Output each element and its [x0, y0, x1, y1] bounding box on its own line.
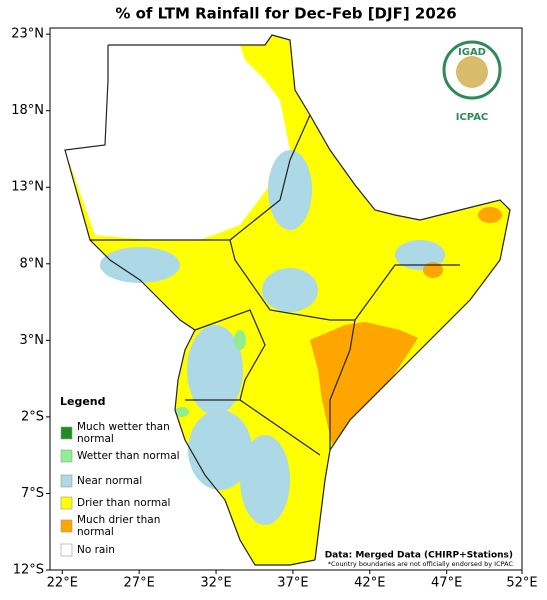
logo-globe	[456, 56, 488, 88]
map-regions	[64, 34, 511, 566]
near-normal-patch	[268, 150, 312, 230]
legend-swatch	[60, 543, 73, 557]
legend-swatch	[60, 426, 73, 440]
country-border	[329, 319, 356, 450]
x-tick-label: 22°E	[47, 576, 78, 591]
legend-swatch	[60, 474, 73, 488]
logo-org: ICPAC	[456, 112, 489, 123]
wetter-patch	[175, 407, 189, 417]
y-tick-label: 12°S	[13, 563, 44, 578]
y-tick-label: 2°S	[21, 409, 44, 424]
legend: Legend Much wetter than normal Wetter than…	[60, 395, 180, 557]
no-rain-region	[65, 45, 290, 240]
x-tick-label: 27°E	[124, 576, 155, 591]
legend-label: Wetter than normal	[77, 450, 180, 462]
y-tick-label: 13°N	[11, 180, 44, 195]
country-border	[90, 239, 460, 321]
y-tick-label: 23°N	[11, 27, 44, 42]
legend-label: Much wetter than normal	[77, 421, 170, 445]
legend-swatch	[60, 449, 73, 463]
country-border	[108, 34, 511, 561]
x-tick-label: 42°E	[354, 576, 385, 591]
much-drier-patch	[423, 262, 443, 278]
axis-ticks: 22°E 27°E 32°E 37°E 42°E 47°E 52°E 23°N 18°N 13°N…	[11, 27, 537, 591]
country-border	[194, 309, 266, 401]
legend-label: Near normal	[77, 475, 142, 487]
y-tick-label: 3°N	[20, 333, 45, 348]
title: % of LTM Rainfall for Dec-Feb [DJF] 2026	[115, 5, 456, 23]
wetter-patch	[234, 330, 246, 350]
disclaimer: *Country boundaries are not officially e…	[328, 560, 514, 568]
logo-name: IGAD	[458, 47, 486, 58]
data-source: Data: Merged Data (CHIRP+Stations)	[325, 551, 513, 561]
country-border	[185, 399, 321, 456]
x-tick-label: 37°E	[277, 576, 308, 591]
y-tick-label: 7°S	[21, 486, 44, 501]
near-normal-patch	[187, 325, 243, 415]
legend-label: Much drier than normal	[77, 514, 160, 538]
legend-label: Drier than normal	[77, 497, 170, 509]
near-normal-patch	[240, 435, 290, 525]
y-tick-label: 18°N	[11, 103, 44, 118]
near-normal-patch	[188, 410, 252, 490]
x-tick-label: 32°E	[200, 576, 231, 591]
country-border	[64, 45, 316, 566]
legend-swatch	[60, 496, 73, 510]
y-tick-label: 8°N	[20, 256, 45, 271]
x-tick-label: 47°E	[431, 576, 462, 591]
near-normal-patch	[100, 247, 180, 283]
x-tick-label: 52°E	[506, 576, 537, 591]
legend-label: No rain	[77, 544, 115, 556]
much-drier-patch	[478, 207, 502, 223]
legend-title: Legend	[60, 395, 106, 408]
country-border	[229, 114, 311, 241]
near-normal-patch	[262, 268, 318, 312]
much-drier-region	[310, 322, 418, 445]
logo: IGAD ICPAC	[442, 40, 502, 123]
legend-swatch	[60, 519, 73, 533]
